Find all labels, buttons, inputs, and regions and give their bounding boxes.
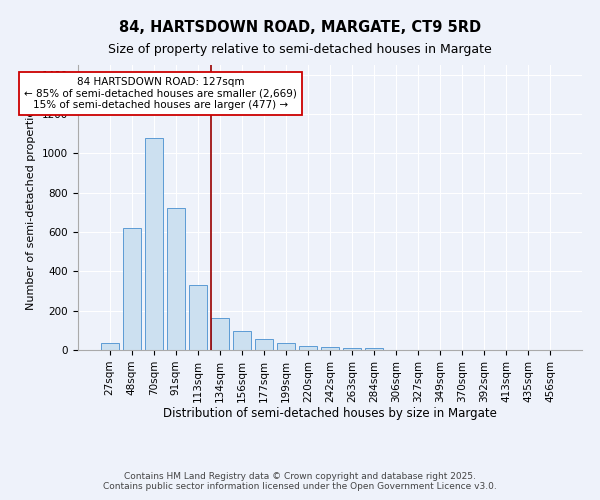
Text: Contains HM Land Registry data © Crown copyright and database right 2025.: Contains HM Land Registry data © Crown c… <box>124 472 476 481</box>
Bar <box>123 228 140 350</box>
Bar <box>211 318 229 350</box>
Bar <box>343 348 361 350</box>
Bar <box>233 332 251 350</box>
Bar <box>255 339 273 350</box>
Text: Size of property relative to semi-detached houses in Margate: Size of property relative to semi-detach… <box>108 42 492 56</box>
Y-axis label: Number of semi-detached properties: Number of semi-detached properties <box>26 104 37 310</box>
Text: Contains public sector information licensed under the Open Government Licence v3: Contains public sector information licen… <box>103 482 497 491</box>
Bar <box>321 347 339 350</box>
Bar <box>101 343 119 350</box>
X-axis label: Distribution of semi-detached houses by size in Margate: Distribution of semi-detached houses by … <box>163 408 497 420</box>
Bar <box>189 285 206 350</box>
Bar <box>365 348 383 350</box>
Bar <box>299 346 317 350</box>
Bar <box>145 138 163 350</box>
Text: 84 HARTSDOWN ROAD: 127sqm
← 85% of semi-detached houses are smaller (2,669)
15% : 84 HARTSDOWN ROAD: 127sqm ← 85% of semi-… <box>24 77 297 110</box>
Bar <box>167 208 185 350</box>
Bar <box>277 343 295 350</box>
Text: 84, HARTSDOWN ROAD, MARGATE, CT9 5RD: 84, HARTSDOWN ROAD, MARGATE, CT9 5RD <box>119 20 481 35</box>
